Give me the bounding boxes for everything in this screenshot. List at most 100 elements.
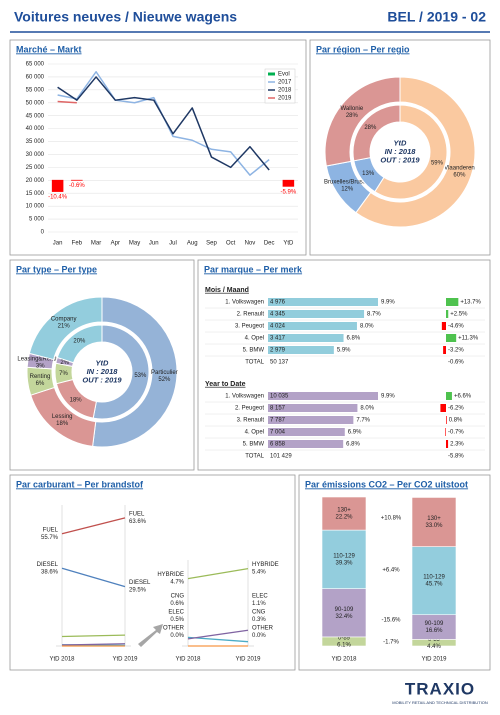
y-tick-label: 10 000 — [26, 204, 45, 210]
units-label: 7 004 — [270, 430, 286, 436]
legend-label: 2019 — [278, 96, 292, 102]
report-title: Voitures neuves / Nieuwe wagens — [14, 9, 237, 25]
brand-name: 2. Renault — [237, 312, 265, 318]
evol-label: +2.5% — [450, 312, 468, 318]
total-evol: -5.8% — [448, 454, 464, 460]
segment-name: 0-89 — [428, 637, 441, 643]
series-name: OTHER — [163, 626, 185, 632]
segment-label: 16.6% — [425, 628, 443, 634]
units-bar — [268, 404, 358, 412]
segment-name: 110-129 — [333, 553, 355, 559]
x-tick-label: Aug — [187, 241, 198, 247]
bar — [51, 179, 64, 192]
units-label: 7 787 — [270, 418, 286, 424]
panel — [298, 474, 491, 671]
series-name: HYBRIDE — [252, 562, 279, 568]
x-tick-label: May — [129, 241, 140, 247]
series-label: 38.6% — [41, 569, 59, 575]
share-label: 9.9% — [381, 300, 395, 306]
series-label: 1.1% — [252, 601, 266, 607]
y-tick-label: 25 000 — [26, 165, 45, 171]
x-tick-label: Jan — [53, 241, 63, 247]
y-tick-label: 45 000 — [26, 113, 45, 119]
x-tick-label: Jul — [169, 241, 177, 247]
x-tick-label: YtD 2018 — [331, 657, 357, 663]
evol-bar — [445, 428, 446, 436]
panel — [197, 259, 491, 471]
line — [61, 643, 126, 646]
evol-label: 2.3% — [450, 442, 464, 448]
slice-label: 13% — [362, 171, 375, 177]
series-label: 0.6% — [170, 601, 184, 607]
share-label: 6.9% — [348, 430, 362, 436]
line — [61, 567, 126, 588]
x-tick-label: Jun — [149, 241, 159, 247]
series-name: HYBRIDE — [157, 572, 184, 578]
panel — [9, 474, 296, 671]
brand-name: 1. Volkswagen — [225, 394, 264, 400]
evol-bar — [440, 404, 446, 412]
legend-label: 2017 — [278, 80, 292, 86]
evol-bar — [446, 310, 449, 318]
x-tick-label: YtD 2019 — [421, 657, 447, 663]
panel — [9, 259, 195, 471]
line — [61, 517, 126, 535]
slice-label: 7% — [59, 371, 68, 377]
slice-label: 18% — [56, 421, 69, 427]
evol-bar — [441, 322, 446, 330]
series-name: FUEL — [43, 527, 59, 533]
share-label: 5.9% — [337, 348, 351, 354]
segment-name: 90-109 — [335, 607, 354, 613]
x-tick-label: Nov — [245, 241, 256, 247]
share-label: 8.0% — [360, 324, 374, 330]
center-text: YtD — [394, 138, 408, 147]
slice-label: 3% — [36, 363, 45, 369]
line — [57, 76, 270, 171]
slice-name: Company — [51, 317, 77, 323]
y-tick-label: 15 000 — [26, 191, 45, 197]
bar — [282, 179, 295, 187]
evol-label: +6.4% — [382, 568, 400, 574]
slice-name: Leasing&Renting — [17, 356, 63, 362]
evol-label: -0.7% — [448, 430, 464, 436]
evol-label: 0.8% — [449, 418, 463, 424]
panel-title: Par carburant – Per brandstof — [16, 479, 144, 489]
units-label: 3 417 — [270, 336, 286, 342]
segment-name: 90-109 — [425, 621, 444, 627]
segment-label: 33.0% — [425, 523, 443, 529]
series-name: CNG — [171, 594, 185, 600]
segment-label: 45.7% — [425, 582, 443, 588]
x-tick-label: Dec — [264, 241, 275, 247]
series-name: CNG — [252, 610, 266, 616]
units-label: 8 157 — [270, 406, 286, 412]
segment — [411, 497, 457, 547]
segment-label: 39.3% — [335, 560, 353, 566]
slice-name: Vlaanderen — [444, 165, 475, 171]
slice-name: Renting — [30, 374, 51, 380]
panel-title: Par marque – Per merk — [204, 264, 303, 274]
section-heading: Mois / Maand — [205, 287, 249, 294]
y-tick-label: 60 000 — [26, 75, 45, 81]
panel — [9, 39, 307, 256]
segment-name: 130+ — [337, 508, 351, 514]
evol-label: -6.2% — [448, 406, 464, 412]
x-tick-label: Apr — [111, 241, 120, 247]
line — [61, 634, 126, 638]
evol-bar — [446, 334, 457, 342]
legend-label: 2018 — [278, 88, 292, 94]
panel — [309, 39, 491, 256]
slice-name: Lessing — [52, 414, 73, 420]
slice-label: 28% — [364, 125, 377, 131]
share-label: 9.9% — [381, 394, 395, 400]
share-label: 6.8% — [346, 442, 360, 448]
segment — [321, 588, 367, 638]
legend-swatch — [268, 72, 275, 76]
segment — [321, 529, 367, 589]
x-tick-label: YtD 2018 — [175, 657, 201, 663]
x-tick-label: YtD — [283, 241, 294, 247]
slice-label: 60% — [453, 172, 466, 178]
center-text: YtD — [96, 358, 110, 367]
line — [187, 636, 249, 643]
slice-label: 18% — [70, 398, 83, 404]
